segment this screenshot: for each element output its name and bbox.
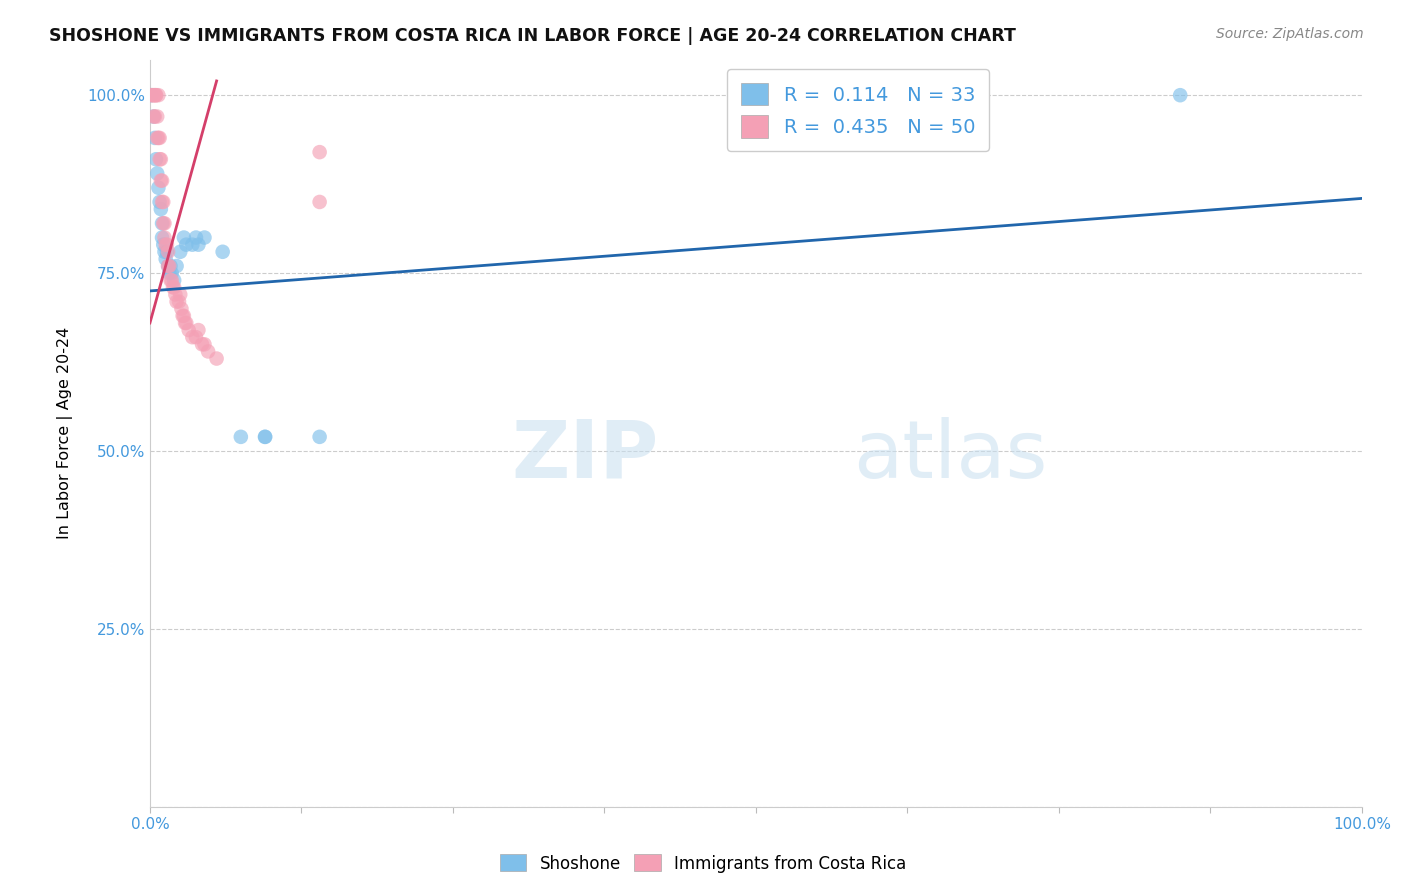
- Point: [181, 237, 204, 252]
- Point: [187, 323, 209, 337]
- Point: [143, 131, 166, 145]
- Point: [139, 88, 162, 103]
- Point: [172, 309, 194, 323]
- Point: [167, 294, 190, 309]
- Point: [165, 287, 187, 301]
- Point: [193, 337, 215, 351]
- Text: SHOSHONE VS IMMIGRANTS FROM COSTA RICA IN LABOR FORCE | AGE 20-24 CORRELATION CH: SHOSHONE VS IMMIGRANTS FROM COSTA RICA I…: [49, 27, 1017, 45]
- Point: [205, 351, 228, 366]
- Point: [141, 88, 163, 103]
- Point: [166, 294, 188, 309]
- Text: ZIP: ZIP: [512, 417, 659, 495]
- Point: [159, 259, 181, 273]
- Point: [308, 194, 330, 209]
- Point: [146, 110, 169, 124]
- Point: [197, 344, 219, 359]
- Point: [149, 153, 172, 167]
- Point: [160, 266, 183, 280]
- Point: [145, 153, 167, 167]
- Point: [142, 88, 165, 103]
- Point: [191, 337, 214, 351]
- Point: [181, 330, 204, 344]
- Point: [254, 430, 277, 444]
- Text: atlas: atlas: [853, 417, 1047, 495]
- Point: [157, 244, 180, 259]
- Point: [157, 266, 180, 280]
- Point: [149, 194, 172, 209]
- Y-axis label: In Labor Force | Age 20-24: In Labor Force | Age 20-24: [58, 327, 73, 540]
- Point: [308, 430, 330, 444]
- Point: [159, 273, 181, 287]
- Point: [153, 230, 176, 244]
- Point: [149, 173, 172, 187]
- Point: [150, 230, 173, 244]
- Point: [146, 131, 169, 145]
- Point: [163, 273, 186, 287]
- Point: [156, 244, 179, 259]
- Point: [184, 330, 207, 344]
- Point: [157, 259, 180, 273]
- Point: [166, 259, 188, 273]
- Point: [148, 180, 170, 194]
- Point: [163, 280, 186, 294]
- Legend: Shoshone, Immigrants from Costa Rica: Shoshone, Immigrants from Costa Rica: [494, 847, 912, 880]
- Point: [1168, 88, 1191, 103]
- Point: [152, 194, 174, 209]
- Point: [148, 131, 170, 145]
- Point: [142, 110, 165, 124]
- Point: [149, 202, 172, 216]
- Point: [149, 131, 172, 145]
- Point: [150, 194, 173, 209]
- Point: [162, 280, 184, 294]
- Point: [150, 173, 173, 187]
- Point: [139, 88, 162, 103]
- Point: [160, 273, 183, 287]
- Point: [184, 230, 207, 244]
- Point: [143, 88, 166, 103]
- Point: [229, 430, 252, 444]
- Point: [254, 430, 277, 444]
- Point: [150, 216, 173, 230]
- Point: [177, 323, 200, 337]
- Point: [187, 237, 209, 252]
- Point: [169, 287, 191, 301]
- Point: [153, 244, 176, 259]
- Point: [145, 88, 167, 103]
- Point: [170, 301, 193, 316]
- Point: [211, 244, 233, 259]
- Text: Source: ZipAtlas.com: Source: ZipAtlas.com: [1216, 27, 1364, 41]
- Point: [157, 259, 180, 273]
- Point: [143, 110, 166, 124]
- Point: [173, 230, 195, 244]
- Point: [146, 166, 169, 180]
- Point: [153, 216, 176, 230]
- Point: [155, 252, 177, 266]
- Point: [142, 110, 165, 124]
- Point: [173, 309, 195, 323]
- Point: [174, 316, 197, 330]
- Point: [174, 237, 197, 252]
- Point: [169, 244, 191, 259]
- Point: [145, 88, 167, 103]
- Point: [156, 237, 179, 252]
- Point: [155, 237, 177, 252]
- Point: [174, 316, 197, 330]
- Point: [152, 237, 174, 252]
- Point: [193, 230, 215, 244]
- Point: [148, 88, 170, 103]
- Legend: R =  0.114   N = 33, R =  0.435   N = 50: R = 0.114 N = 33, R = 0.435 N = 50: [727, 70, 988, 151]
- Point: [308, 145, 330, 160]
- Point: [157, 259, 180, 273]
- Point: [149, 153, 172, 167]
- Point: [152, 216, 174, 230]
